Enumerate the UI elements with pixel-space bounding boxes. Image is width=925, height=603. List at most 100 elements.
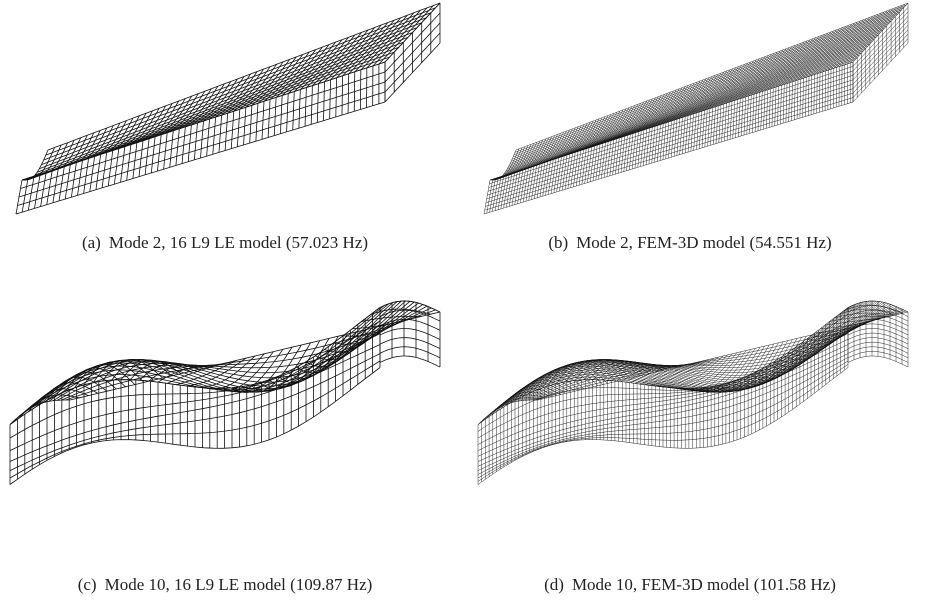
mesh-line [606, 140, 612, 177]
caption-d: (d) Mode 10, FEM-3D model (101.58 Hz) [544, 575, 836, 594]
mesh-line [524, 305, 896, 401]
mesh-line [477, 349, 849, 467]
mesh-line [696, 112, 700, 150]
mesh-line [384, 22, 441, 83]
mesh-line [379, 309, 441, 322]
mesh-line [824, 70, 826, 111]
mesh-line [506, 172, 513, 208]
mesh-line [659, 123, 664, 161]
mesh-line [819, 72, 821, 113]
mesh-line [501, 34, 879, 177]
mesh-line [545, 160, 551, 196]
mesh-line [496, 45, 868, 180]
mesh-line [498, 41, 873, 179]
mesh-line [500, 36, 877, 178]
mesh-line [506, 23, 890, 170]
mesh-line [539, 162, 546, 198]
mesh-line [676, 118, 681, 156]
mesh-line [518, 303, 889, 402]
mesh-line [629, 133, 634, 170]
mesh-line [752, 94, 755, 133]
mesh-line [777, 86, 780, 125]
mesh-line [724, 103, 727, 142]
mesh-line [542, 161, 549, 197]
mesh-line [550, 158, 557, 194]
mesh-line [715, 105, 719, 144]
mesh-line [39, 22, 422, 170]
mesh-line [484, 97, 854, 211]
mesh-line [827, 69, 829, 110]
mesh-line [852, 25, 909, 85]
mesh-line [489, 61, 854, 181]
mesh-line [517, 169, 524, 204]
mesh-line [631, 132, 637, 169]
mesh-line [511, 171, 518, 206]
mesh-line [477, 333, 849, 451]
mesh-line [710, 107, 714, 146]
mesh-line [379, 318, 441, 331]
mesh-line [654, 125, 659, 163]
mesh-line [810, 75, 813, 115]
mesh-line [531, 308, 902, 401]
mesh-line [732, 100, 736, 139]
mesh-line [771, 87, 774, 127]
panel-b-image [483, 2, 909, 215]
mesh-line [685, 115, 689, 153]
mesh-line [20, 71, 386, 189]
mesh-line [534, 163, 540, 199]
mesh-line [516, 302, 887, 402]
mesh-line [9, 344, 381, 462]
mesh-line [531, 164, 538, 200]
mesh-line [503, 173, 510, 209]
mesh-line [485, 92, 854, 207]
mesh-line [213, 351, 274, 391]
mesh-line [791, 81, 793, 121]
mesh-line [520, 168, 527, 204]
mesh-line [788, 82, 791, 122]
mesh-line [556, 156, 562, 192]
mesh-line [477, 320, 849, 439]
mesh-line [603, 141, 609, 178]
mesh-line [780, 85, 782, 125]
mesh-line [14, 305, 385, 421]
mesh-line [774, 87, 777, 126]
mesh-line [477, 364, 849, 482]
mesh-line [477, 327, 849, 445]
mesh-line [847, 300, 909, 313]
mesh-line [485, 88, 854, 203]
mesh-line [483, 101, 854, 215]
mesh-line [30, 41, 404, 180]
mesh-line [701, 110, 705, 148]
mesh-line [484, 304, 855, 419]
mesh-line [498, 146, 526, 178]
mesh-line [847, 341, 909, 354]
caption-label: (c) [78, 575, 97, 594]
mesh-line [489, 178, 496, 213]
mesh-line [18, 81, 386, 198]
mesh-line [640, 129, 645, 167]
mesh-line [668, 120, 672, 159]
mesh-line [509, 16, 896, 164]
mesh-line [612, 138, 617, 176]
mesh-line [822, 71, 824, 112]
mesh-line [746, 96, 749, 135]
mesh-line [626, 134, 631, 171]
mesh-line [617, 137, 623, 174]
mesh-line [847, 305, 909, 317]
mesh-line [573, 151, 579, 187]
mesh-line [847, 355, 909, 368]
mesh-line [37, 27, 418, 173]
caption-text: Mode 2, FEM-3D model (54.551 Hz) [576, 233, 831, 252]
mesh-line [379, 328, 441, 340]
mesh-line [69, 311, 441, 401]
mesh-line [601, 142, 606, 179]
mesh-line [514, 302, 885, 403]
mesh-line [488, 70, 854, 188]
mesh-line [528, 165, 535, 201]
mesh-line [492, 177, 499, 212]
mesh-line [852, 38, 909, 98]
mesh-line [477, 307, 849, 425]
mesh-line [537, 311, 909, 401]
mesh-line [581, 148, 587, 185]
mesh-line [584, 147, 590, 184]
